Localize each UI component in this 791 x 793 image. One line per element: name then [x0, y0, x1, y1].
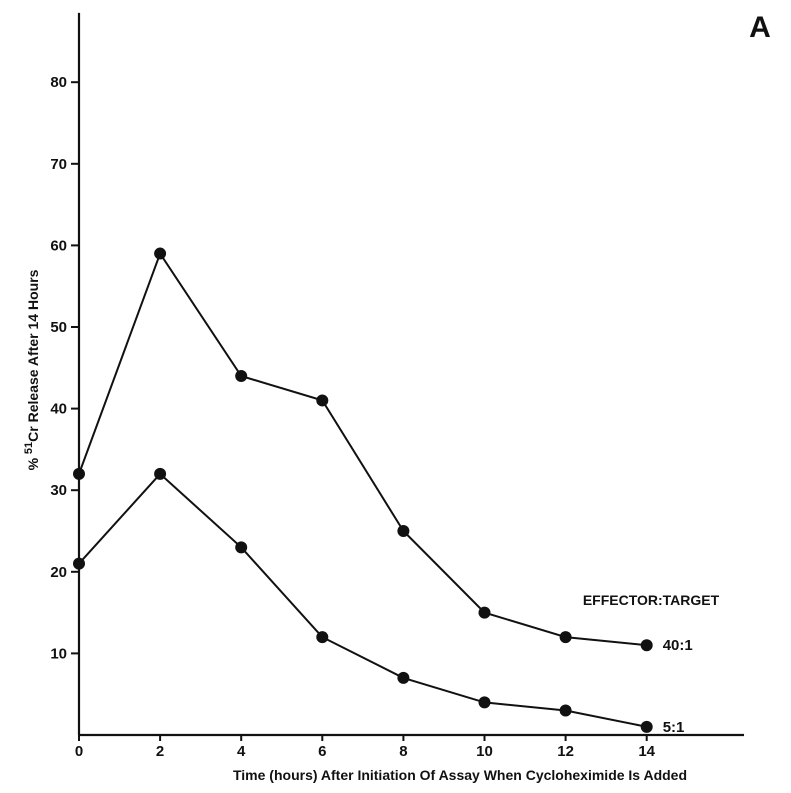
series-label: 40:1 — [663, 637, 693, 654]
series-line — [78, 472, 647, 728]
series-line — [78, 251, 647, 647]
y-tick-label: 30 — [50, 482, 67, 499]
y-tick-label: 70 — [50, 156, 67, 173]
data-point — [73, 467, 85, 480]
x-tick-label: 12 — [557, 743, 574, 760]
data-point — [73, 557, 85, 570]
y-axis-title-prefix: % — [25, 454, 41, 470]
series-layer: 40:1 5:1 — [73, 247, 693, 736]
y-axis-ticks: 10 20 30 40 50 60 70 80 — [50, 74, 79, 662]
y-tick-label: 50 — [50, 319, 67, 336]
data-point — [154, 467, 167, 480]
y-tick-label: 80 — [50, 74, 67, 91]
x-axis-title: Time (hours) After Initiation Of Assay W… — [233, 767, 687, 783]
data-point — [559, 631, 572, 644]
y-axis-title-suffix: Cr Release After 14 Hours — [25, 269, 41, 441]
x-tick-label: 2 — [156, 743, 164, 760]
data-point — [235, 541, 248, 554]
data-point — [316, 394, 329, 407]
x-tick-label: 6 — [318, 743, 326, 760]
legend-title: EFFECTOR:TARGET — [583, 592, 720, 608]
series-2: 5:1 — [73, 467, 685, 736]
y-tick-label: 20 — [50, 564, 67, 581]
x-tick-label: 14 — [638, 743, 655, 760]
y-axis-title-superscript: 51 — [23, 442, 35, 454]
data-point — [478, 606, 491, 619]
data-point — [154, 247, 167, 260]
data-point — [640, 720, 653, 733]
data-point — [235, 369, 248, 382]
x-axis-ticks: 0 2 4 6 8 10 12 14 — [75, 735, 656, 760]
y-axis-title: % 51Cr Release After 14 Hours — [23, 269, 41, 470]
data-point — [640, 639, 653, 652]
series-1: 40:1 — [73, 247, 693, 654]
data-point — [397, 671, 410, 684]
x-tick-label: 10 — [476, 743, 493, 760]
y-tick-label: 60 — [50, 237, 67, 254]
data-point — [478, 696, 491, 709]
y-tick-label: 40 — [50, 401, 67, 418]
data-point — [559, 704, 572, 717]
y-tick-label: 10 — [50, 645, 67, 662]
data-point — [316, 631, 329, 644]
data-point — [397, 525, 410, 537]
x-tick-label: 4 — [237, 743, 246, 760]
x-tick-label: 0 — [75, 743, 83, 760]
x-tick-label: 8 — [399, 743, 407, 760]
series-label: 5:1 — [663, 719, 685, 736]
axes — [77, 12, 745, 737]
panel-label: A — [749, 11, 771, 44]
